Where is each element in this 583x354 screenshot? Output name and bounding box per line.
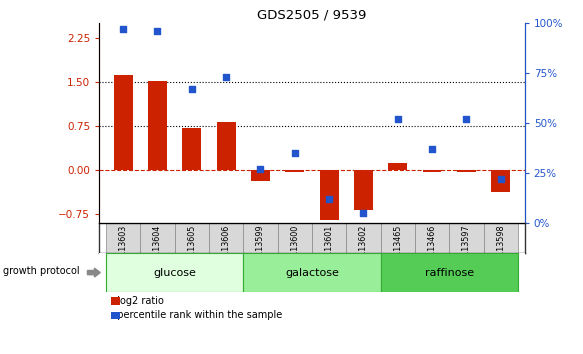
Text: percentile rank within the sample: percentile rank within the sample (111, 310, 282, 320)
Point (496, 176, 505, 182)
Text: raffinose: raffinose (424, 268, 474, 278)
Text: GSM113600: GSM113600 (290, 224, 299, 273)
Text: glucose: glucose (153, 268, 196, 278)
Text: GSM113466: GSM113466 (427, 224, 437, 273)
Bar (483, 223, 518, 253)
Bar (423, 170, 441, 172)
Text: GSM113604: GSM113604 (153, 224, 162, 273)
Bar (381, 253, 518, 292)
Text: GSM113597: GSM113597 (462, 224, 471, 273)
Bar (141, 223, 175, 253)
Bar (175, 223, 209, 253)
Point (256, 166, 265, 172)
Text: galactose: galactose (285, 268, 339, 278)
Point (393, 116, 402, 122)
Text: GSM113599: GSM113599 (256, 224, 265, 273)
Text: GSM113602: GSM113602 (359, 224, 368, 273)
Bar (354, 170, 373, 210)
Text: growth protocol: growth protocol (3, 266, 79, 276)
Bar (491, 170, 510, 193)
Bar (319, 170, 339, 220)
Text: log2 ratio: log2 ratio (111, 296, 164, 306)
Bar (106, 253, 243, 292)
Point (153, 28, 162, 34)
Bar (457, 170, 476, 172)
Title: GDS2505 / 9539: GDS2505 / 9539 (257, 9, 367, 22)
Text: GSM113605: GSM113605 (187, 224, 196, 273)
Point (222, 74, 231, 80)
Bar (449, 223, 483, 253)
Bar (312, 223, 346, 253)
Bar (209, 223, 243, 253)
Point (324, 196, 333, 202)
Bar (251, 170, 270, 181)
Text: GSM113598: GSM113598 (496, 224, 505, 273)
Text: GSM113465: GSM113465 (393, 224, 402, 273)
Bar (346, 223, 381, 253)
Point (462, 116, 471, 122)
Point (118, 26, 128, 32)
Bar (278, 223, 312, 253)
Bar (415, 223, 449, 253)
Bar (217, 122, 236, 170)
Bar (182, 128, 201, 170)
Bar (285, 170, 304, 172)
Point (359, 210, 368, 216)
Bar (381, 223, 415, 253)
Bar (148, 81, 167, 170)
Bar (243, 223, 278, 253)
Text: GSM113603: GSM113603 (118, 224, 128, 273)
Text: GSM113606: GSM113606 (222, 224, 231, 273)
Bar (388, 163, 407, 170)
Point (187, 86, 196, 92)
Text: GSM113601: GSM113601 (325, 224, 333, 273)
Bar (106, 223, 141, 253)
Bar (243, 253, 381, 292)
Point (290, 150, 300, 156)
Bar (114, 75, 132, 170)
Point (427, 146, 437, 152)
